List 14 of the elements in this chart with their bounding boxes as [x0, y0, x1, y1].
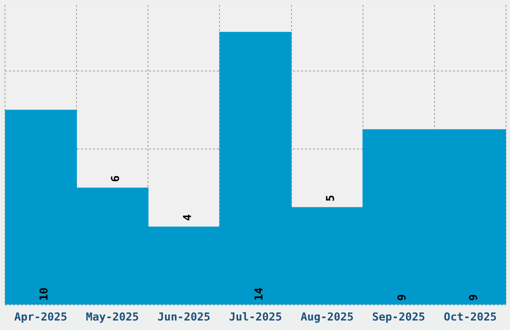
data-label: 10 — [38, 288, 51, 301]
x-tick-label: May-2025 — [86, 310, 139, 324]
data-label: 9 — [396, 294, 408, 301]
data-label: 5 — [324, 194, 337, 202]
x-tick-label: Jun-2025 — [157, 310, 210, 324]
x-tick-label: Apr-2025 — [14, 310, 68, 324]
x-tick-label: Jul-2025 — [229, 310, 282, 324]
data-label: 4 — [180, 214, 194, 221]
data-label: 9 — [467, 294, 480, 301]
x-tick-label: Oct-2025 — [444, 310, 497, 324]
x-tick-label: Aug-2025 — [300, 310, 354, 324]
data-label: 14 — [252, 287, 266, 301]
x-tick-label: Sep-2025 — [372, 310, 426, 324]
data-label: 6 — [109, 174, 122, 182]
